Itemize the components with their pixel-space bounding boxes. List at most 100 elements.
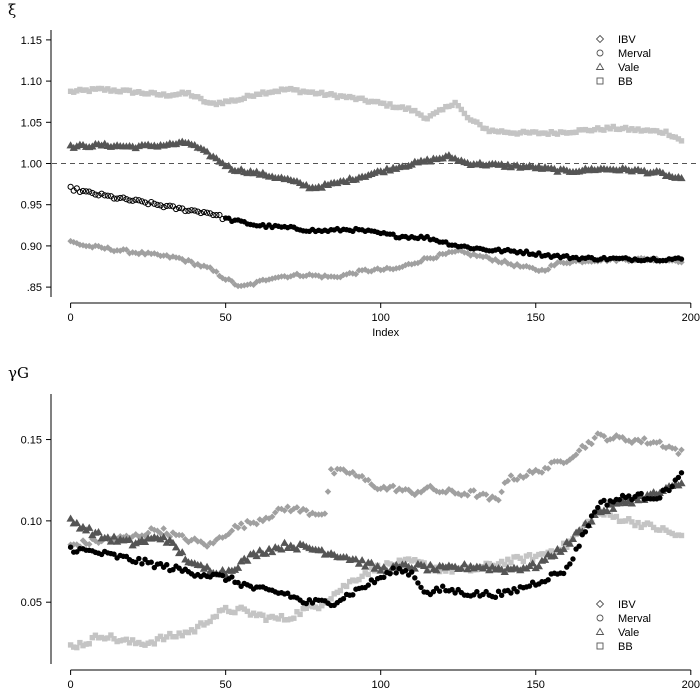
data-point bbox=[389, 482, 397, 490]
legend-diamond-icon bbox=[595, 34, 605, 44]
data-point bbox=[373, 562, 382, 570]
data-point bbox=[79, 187, 87, 195]
data-point bbox=[485, 566, 494, 574]
data-point bbox=[523, 472, 530, 479]
data-point bbox=[638, 524, 644, 531]
data-point bbox=[678, 532, 685, 539]
data-point bbox=[458, 106, 465, 113]
data-point bbox=[619, 434, 626, 441]
data-point bbox=[234, 524, 242, 531]
data-point bbox=[85, 523, 94, 531]
data-point bbox=[361, 562, 370, 570]
data-point bbox=[108, 632, 114, 638]
y-axis-title: γG bbox=[8, 364, 29, 382]
data-point bbox=[568, 534, 578, 543]
data-point bbox=[423, 566, 432, 574]
data-point bbox=[78, 522, 88, 530]
data-point bbox=[179, 255, 186, 263]
data-point bbox=[216, 211, 223, 219]
data-point bbox=[430, 589, 437, 595]
data-point bbox=[170, 566, 176, 573]
data-point bbox=[371, 579, 378, 586]
data-point bbox=[167, 630, 173, 637]
data-point bbox=[474, 588, 480, 595]
data-point bbox=[449, 102, 455, 109]
data-point bbox=[455, 490, 462, 497]
data-point bbox=[455, 103, 461, 109]
data-point bbox=[73, 239, 81, 247]
data-point bbox=[514, 589, 520, 595]
data-point bbox=[517, 555, 523, 561]
x-tick-label: 200 bbox=[682, 679, 700, 691]
legend-label: IBV bbox=[618, 34, 636, 46]
series-bb bbox=[67, 85, 685, 144]
data-point bbox=[424, 233, 430, 240]
data-point bbox=[575, 447, 583, 454]
data-point bbox=[132, 196, 139, 203]
data-point bbox=[185, 207, 192, 214]
data-point bbox=[357, 556, 367, 564]
data-point bbox=[154, 251, 161, 258]
data-point bbox=[390, 565, 396, 571]
data-point bbox=[268, 548, 277, 556]
y-tick-label: .85 bbox=[27, 282, 42, 294]
data-point bbox=[175, 254, 183, 262]
x-tick-label: 0 bbox=[68, 312, 74, 324]
data-point bbox=[498, 488, 505, 496]
legend-label: Vale bbox=[618, 62, 639, 74]
data-point bbox=[508, 590, 514, 596]
data-point bbox=[120, 194, 127, 201]
data-point bbox=[343, 583, 350, 590]
legend-triangle-icon bbox=[595, 627, 605, 635]
data-point bbox=[117, 194, 124, 202]
data-point bbox=[303, 507, 310, 514]
y-axis-title: ξ bbox=[8, 1, 16, 19]
data-point bbox=[168, 538, 178, 546]
y-tick-label: 0.10 bbox=[21, 516, 42, 528]
data-point bbox=[379, 168, 388, 176]
data-point bbox=[424, 116, 430, 122]
data-point bbox=[483, 588, 489, 595]
data-point bbox=[151, 564, 158, 571]
data-point bbox=[460, 560, 469, 568]
data-point bbox=[600, 432, 608, 440]
data-point bbox=[419, 561, 429, 569]
data-point bbox=[532, 466, 539, 474]
data-point bbox=[206, 264, 214, 271]
data-point bbox=[352, 270, 360, 278]
data-point bbox=[98, 190, 105, 197]
x-tick-label: 100 bbox=[372, 312, 390, 324]
data-point bbox=[210, 211, 217, 219]
data-point bbox=[351, 555, 361, 563]
data-point bbox=[678, 470, 685, 476]
data-point bbox=[337, 587, 344, 594]
data-point bbox=[213, 212, 220, 219]
data-point bbox=[358, 472, 366, 480]
data-point bbox=[408, 489, 415, 497]
data-point bbox=[125, 535, 134, 543]
data-point bbox=[176, 204, 183, 211]
data-point bbox=[526, 552, 533, 558]
data-point bbox=[203, 543, 211, 550]
data-point bbox=[157, 202, 164, 209]
data-point bbox=[440, 106, 446, 113]
data-point bbox=[317, 183, 326, 191]
data-point bbox=[188, 207, 195, 214]
data-point bbox=[148, 525, 155, 532]
data-point bbox=[67, 183, 74, 190]
data-point bbox=[151, 200, 158, 207]
data-point bbox=[379, 563, 388, 571]
data-point bbox=[110, 195, 118, 202]
data-point bbox=[635, 519, 641, 526]
data-point bbox=[132, 531, 139, 538]
data-point bbox=[602, 506, 612, 515]
data-point bbox=[405, 486, 412, 494]
data-point bbox=[565, 539, 574, 547]
data-point bbox=[185, 89, 192, 96]
data-point bbox=[315, 605, 322, 612]
data-point bbox=[342, 177, 351, 186]
x-tick-label: 50 bbox=[220, 312, 232, 324]
data-point bbox=[505, 556, 511, 563]
data-point bbox=[164, 562, 170, 568]
data-point bbox=[559, 544, 568, 553]
